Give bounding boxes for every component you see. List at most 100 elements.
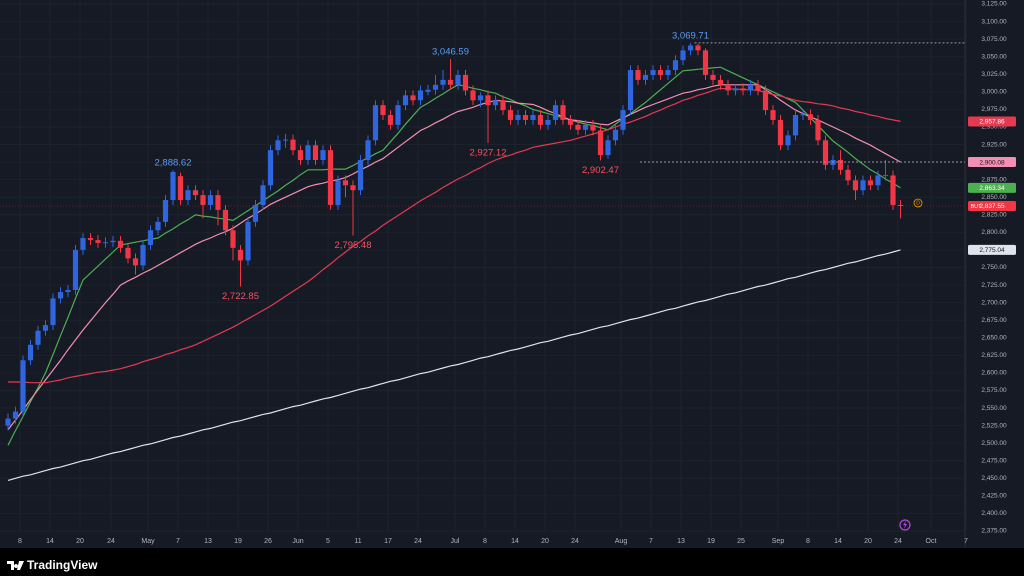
candle-body — [267, 150, 274, 186]
candle-body — [717, 79, 724, 85]
candle-body — [515, 115, 521, 120]
candle-body — [380, 105, 386, 116]
session-marker — [913, 198, 923, 208]
candle-body — [822, 140, 829, 165]
y-tick-label: 2,850.00 — [981, 194, 1007, 201]
y-tick-label: 2,925.00 — [981, 141, 1007, 148]
candle-body — [672, 60, 679, 71]
x-tick-label: 24 — [414, 538, 422, 545]
candle-body — [807, 114, 814, 120]
price-tag-prefix: BUT — [971, 204, 983, 210]
y-tick-label: 2,750.00 — [981, 264, 1007, 271]
candle-body — [35, 330, 41, 345]
brand-name: TradingView — [27, 558, 98, 572]
candle-body — [755, 84, 761, 91]
candle-body — [485, 95, 491, 106]
candle-body — [530, 115, 536, 120]
candle-body — [785, 135, 791, 146]
last-value-tag: 2,863.34 — [979, 185, 1005, 192]
x-tick-label: 20 — [76, 538, 84, 545]
x-tick-label: 20 — [541, 538, 549, 545]
candle-body — [357, 159, 364, 191]
x-tick-label: Jun — [292, 538, 303, 545]
candle-body — [372, 105, 379, 141]
candle-body — [455, 74, 461, 85]
candle-body — [695, 45, 701, 51]
candle-body — [110, 240, 116, 243]
candle-body — [177, 176, 184, 201]
candle-body — [20, 360, 26, 412]
candle-body — [125, 247, 131, 259]
candle-body — [297, 150, 304, 160]
y-tick-label: 3,075.00 — [981, 36, 1007, 43]
x-tick-label: 8 — [18, 538, 22, 545]
candle-body — [792, 115, 799, 136]
x-tick-label: Jul — [451, 538, 460, 545]
candle-body — [687, 45, 694, 51]
candle-body — [207, 195, 214, 205]
candle-body — [185, 190, 191, 201]
candle-body — [650, 70, 656, 75]
candle-body — [732, 88, 739, 91]
last-value-tag: 2,957.86 — [979, 119, 1005, 126]
candle-body — [132, 258, 139, 266]
event-icon-bolt — [903, 521, 907, 529]
x-tick-label: 20 — [864, 538, 872, 545]
candle-body — [500, 100, 506, 111]
x-tick-label: 8 — [483, 538, 487, 545]
candle-body — [342, 180, 349, 186]
x-tick-label: 11 — [354, 538, 361, 545]
candle-body — [477, 95, 484, 101]
candle-body — [192, 190, 199, 196]
y-tick-label: 2,825.00 — [981, 212, 1007, 219]
candle-body — [710, 74, 716, 80]
candle-body — [875, 175, 881, 186]
x-tick-label: Oct — [926, 538, 937, 545]
y-tick-label: 2,375.00 — [981, 528, 1007, 535]
x-tick-label: 13 — [677, 538, 685, 545]
x-tick-label: 7 — [649, 538, 653, 545]
candle-body — [27, 344, 34, 361]
last-price-tag-bg — [968, 200, 1016, 211]
candle-body — [327, 150, 334, 205]
candle-body — [432, 84, 439, 90]
brand-logo — [7, 561, 24, 570]
x-tick-label: 24 — [107, 538, 115, 545]
candle-body — [162, 200, 169, 222]
candle-body — [290, 139, 296, 151]
candle-body — [365, 140, 371, 160]
y-tick-label: 2,475.00 — [981, 457, 1007, 464]
candle-body — [117, 240, 124, 248]
candle-body — [425, 89, 431, 92]
candle-body — [762, 90, 769, 111]
y-tick-label: 3,100.00 — [981, 18, 1007, 25]
candle-body — [612, 129, 619, 141]
candle-body — [440, 79, 446, 85]
candle-body — [552, 105, 559, 120]
event-icon[interactable] — [899, 519, 911, 531]
session-marker-label: D — [916, 201, 920, 207]
y-tick-label: 2,550.00 — [981, 405, 1007, 412]
x-tick-label: 24 — [894, 538, 902, 545]
candle-body — [597, 130, 604, 156]
x-tick-label: 25 — [737, 538, 745, 545]
candle-body — [837, 159, 844, 170]
candle-body — [335, 180, 341, 205]
candle-body — [170, 171, 176, 201]
candle-body — [642, 74, 649, 80]
candle-body — [42, 325, 49, 331]
candle-body — [50, 298, 56, 326]
extreme-label: 3,046.59 — [432, 47, 469, 58]
y-tick-label: 2,600.00 — [981, 370, 1007, 377]
candle-body — [275, 140, 281, 151]
candle-body — [620, 110, 626, 130]
candle-body — [12, 411, 19, 419]
candle-body — [72, 249, 79, 290]
moving-average-line — [7, 66, 901, 446]
x-tick-label: 19 — [707, 538, 715, 545]
y-tick-label: 2,625.00 — [981, 352, 1007, 359]
y-tick-label: 2,975.00 — [981, 106, 1007, 113]
y-tick-label: 2,500.00 — [981, 440, 1007, 447]
x-tick-label: May — [141, 538, 155, 545]
extreme-label: 2,902.47 — [582, 165, 619, 176]
